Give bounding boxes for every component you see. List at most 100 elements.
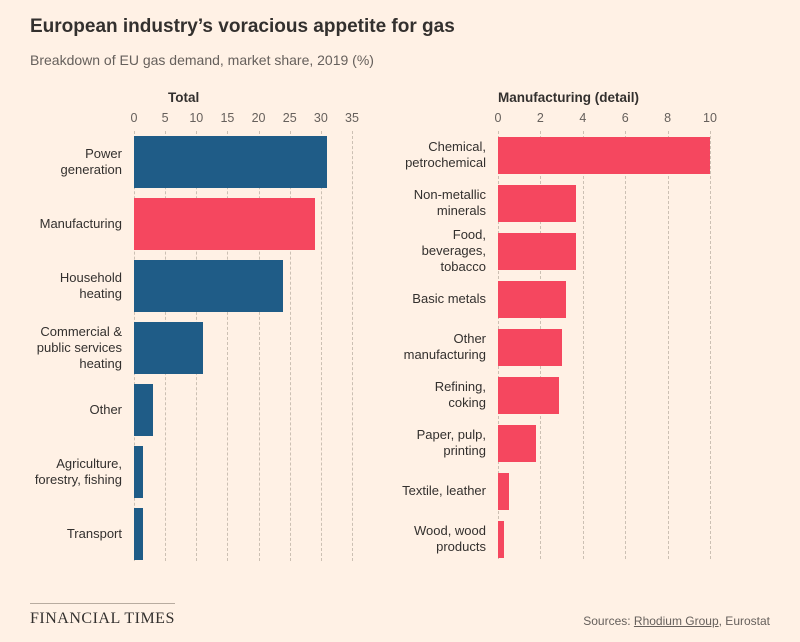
axis-spacer xyxy=(398,111,498,131)
axis-tick-label: 2 xyxy=(536,111,544,125)
bar-row xyxy=(498,179,710,227)
gridline xyxy=(352,131,353,561)
axis-tick-label: 4 xyxy=(579,111,587,125)
axis-tick-label: 6 xyxy=(621,111,629,125)
axis-tick-label: 25 xyxy=(282,111,297,125)
source-link-rhodium-group[interactable]: Rhodium Group xyxy=(633,614,719,628)
bar xyxy=(134,322,203,374)
bar xyxy=(498,232,577,270)
bar-row xyxy=(498,323,710,371)
gridline xyxy=(710,131,711,559)
category-label: Non-metallic minerals xyxy=(413,186,486,218)
category-label: Chemical, petrochemical xyxy=(405,138,486,170)
ft-logo: FINANCIAL TIMES xyxy=(30,603,175,628)
bar xyxy=(134,198,315,250)
category-label: Paper, pulp, printing xyxy=(416,426,486,458)
bar xyxy=(498,136,710,174)
bar xyxy=(498,184,577,222)
footer: FINANCIAL TIMES Sources: Rhodium Group, … xyxy=(30,603,770,628)
bar-row xyxy=(134,441,352,503)
category-label: Power generation xyxy=(60,145,122,177)
axis-spacer xyxy=(30,111,134,131)
bar xyxy=(134,384,153,436)
page-subtitle: Breakdown of EU gas demand, market share… xyxy=(30,52,374,68)
category-label: Textile, leather xyxy=(402,482,486,498)
bar-row xyxy=(134,131,352,193)
chart-total: Total 0 5 10 15 20 25 30 35 Power generation Manuf… xyxy=(30,90,359,565)
title-wrap: Manufacturing (detail) xyxy=(498,90,710,111)
labels-column: Chemical, petrochemical Non-metallic mine… xyxy=(398,131,498,563)
chart-title: Manufacturing (detail) xyxy=(498,90,639,105)
chart-title: Total xyxy=(168,90,200,105)
bar xyxy=(134,136,328,188)
axis-tick-label: 5 xyxy=(161,111,169,125)
axis-tick-label: 0 xyxy=(494,111,502,125)
chart-body: Power generation Manufacturing Household h… xyxy=(30,131,353,565)
bar xyxy=(498,280,566,318)
bar-row xyxy=(498,131,710,179)
axis-tick-label: 10 xyxy=(703,111,717,125)
bar-row xyxy=(498,515,710,563)
bar-row xyxy=(498,467,710,515)
bar-row xyxy=(498,227,710,275)
category-label: Wood, wood products xyxy=(413,522,486,554)
sources-prefix: Sources: xyxy=(583,614,634,628)
chart-manufacturing-detail: Manufacturing (detail) 0 2 4 6 8 10 Chemical, p… xyxy=(398,90,717,563)
bar-row xyxy=(134,193,352,255)
bar xyxy=(498,520,505,558)
plot-area xyxy=(134,131,353,565)
bar xyxy=(134,508,144,560)
bar xyxy=(134,260,284,312)
axis-tick-label: 15 xyxy=(220,111,235,125)
bar-row xyxy=(134,255,352,317)
axis-tick-label: 10 xyxy=(189,111,204,125)
axis-header: 0 2 4 6 8 10 xyxy=(398,111,717,131)
title-wrap: Total xyxy=(134,90,352,111)
bar-row xyxy=(498,275,710,323)
gridline xyxy=(582,131,584,559)
chart-body: Chemical, petrochemical Non-metallic mine… xyxy=(398,131,711,563)
bar xyxy=(498,424,537,462)
axis-tick-label: 30 xyxy=(313,111,328,125)
bar-row xyxy=(134,317,352,379)
category-label: Other xyxy=(89,401,122,417)
bar-row xyxy=(498,371,710,419)
bar xyxy=(498,472,509,510)
bar xyxy=(498,328,562,366)
category-label: Transport xyxy=(66,525,122,541)
bar-row xyxy=(498,419,710,467)
category-label: Household heating xyxy=(59,269,122,301)
bar xyxy=(498,376,560,414)
sources-suffix: , Eurostat xyxy=(718,614,770,628)
page-title: European industry’s voracious appetite f… xyxy=(30,16,455,37)
bar xyxy=(134,446,144,498)
category-label: Food, beverages, tobacco xyxy=(421,226,486,275)
axis-header: 0 5 10 15 20 25 30 35 xyxy=(30,111,359,131)
gridline xyxy=(625,131,627,559)
title-spacer xyxy=(30,90,134,111)
sources-note: Sources: Rhodium Group, Eurostat xyxy=(583,614,770,628)
axis-row: 0 5 10 15 20 25 30 35 xyxy=(130,111,359,131)
axis-tick-label: 0 xyxy=(130,111,138,125)
chart-title-row: Total xyxy=(30,90,352,111)
labels-column: Power generation Manufacturing Household h… xyxy=(30,131,134,565)
gridline xyxy=(227,131,229,561)
axis-tick-label: 8 xyxy=(664,111,672,125)
category-label: Manufacturing xyxy=(39,215,122,231)
plot-area xyxy=(498,131,711,563)
bar-row xyxy=(134,503,352,565)
gridline xyxy=(258,131,260,561)
charts-row: Total 0 5 10 15 20 25 30 35 Power generation Manuf… xyxy=(30,90,770,565)
category-label: Agriculture, forestry, fishing xyxy=(34,455,122,487)
axis-tick-label: 20 xyxy=(251,111,266,125)
gridline xyxy=(667,131,669,559)
title-spacer xyxy=(398,90,498,111)
category-label: Refining, coking xyxy=(434,378,486,410)
bar-row xyxy=(134,379,352,441)
axis-tick-label: 35 xyxy=(345,111,359,125)
category-label: Basic metals xyxy=(412,290,486,306)
category-label: Commercial & public services heating xyxy=(36,323,122,372)
gridline xyxy=(289,131,291,561)
gridline xyxy=(320,131,322,561)
